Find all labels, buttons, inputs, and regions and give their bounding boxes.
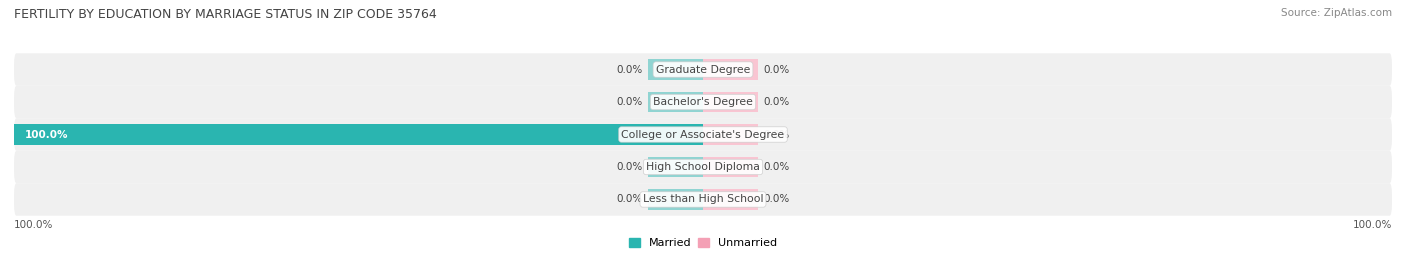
Bar [703,189,758,210]
FancyBboxPatch shape [14,183,1392,216]
Bar [648,59,703,80]
Text: FERTILITY BY EDUCATION BY MARRIAGE STATUS IN ZIP CODE 35764: FERTILITY BY EDUCATION BY MARRIAGE STATU… [14,8,437,21]
Text: 0.0%: 0.0% [616,162,643,172]
Bar [648,157,703,177]
FancyBboxPatch shape [14,86,1392,118]
Text: College or Associate's Degree: College or Associate's Degree [621,129,785,140]
FancyBboxPatch shape [14,151,1392,183]
Text: Graduate Degree: Graduate Degree [655,65,751,75]
Bar [648,189,703,210]
Text: 0.0%: 0.0% [616,65,643,75]
Bar [14,125,703,144]
Text: 0.0%: 0.0% [763,129,790,140]
Text: 100.0%: 100.0% [14,220,53,230]
Bar [703,125,758,144]
Bar [648,92,703,112]
FancyBboxPatch shape [14,118,1392,151]
Text: 0.0%: 0.0% [616,194,643,204]
Bar [703,92,758,112]
Text: 0.0%: 0.0% [763,162,790,172]
FancyBboxPatch shape [14,53,1392,86]
Legend: Married, Unmarried: Married, Unmarried [624,233,782,253]
Text: 0.0%: 0.0% [616,97,643,107]
Text: 0.0%: 0.0% [763,97,790,107]
Text: 0.0%: 0.0% [763,194,790,204]
Bar [703,157,758,177]
Text: 100.0%: 100.0% [1353,220,1392,230]
Text: Source: ZipAtlas.com: Source: ZipAtlas.com [1281,8,1392,18]
Text: Less than High School: Less than High School [643,194,763,204]
Bar [703,59,758,80]
Text: 100.0%: 100.0% [24,129,67,140]
Text: High School Diploma: High School Diploma [647,162,759,172]
Text: Bachelor's Degree: Bachelor's Degree [652,97,754,107]
Text: 0.0%: 0.0% [763,65,790,75]
